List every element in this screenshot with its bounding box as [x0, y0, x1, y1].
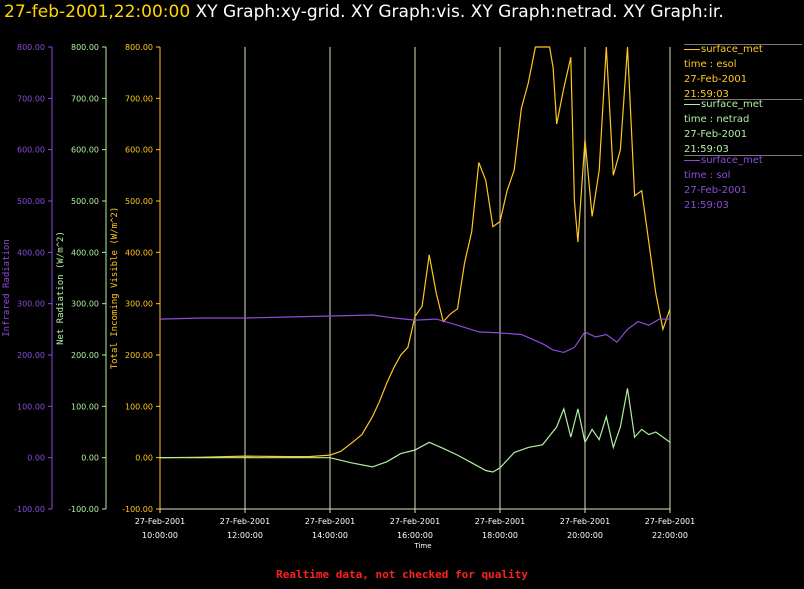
y-axis-label-vis: Total Incoming Visible (W/m^2): [110, 207, 120, 370]
y-tick-label-vis: 700.00: [125, 94, 153, 103]
legend-separator: [684, 44, 802, 45]
x-tick-time: 20:00:00: [567, 531, 603, 540]
legend-variable-text: time : netrad: [684, 114, 750, 125]
y-axes: 800.00 700.00 600.00 500.00 400.00 300.00 200.…: [2, 43, 161, 514]
series-line-ir: [159, 314, 670, 354]
legend-variable: time : sol: [684, 168, 763, 183]
legend-variable-text: time : esol: [684, 59, 737, 70]
x-tick-date: 27-Feb-2001: [305, 517, 355, 526]
y-tick-label-netrad: 100.00: [71, 402, 99, 411]
legend-date: 27-Feb-2001: [684, 183, 763, 198]
legend-separator: [684, 99, 802, 100]
legend-separator: [684, 155, 802, 156]
legend-date: 27-Feb-2001: [684, 72, 763, 87]
series-line-netrad: [160, 388, 671, 473]
y-tick-label-netrad: 0.00: [81, 454, 99, 463]
x-tick-time: 18:00:00: [482, 531, 518, 540]
y-tick-label-ir: 800.00: [17, 43, 45, 52]
series-line-vis: [159, 46, 671, 459]
title-graph-list: XY Graph:xy-grid. XY Graph:vis. XY Graph…: [190, 2, 724, 22]
y-tick-label-ir: 100.00: [17, 402, 45, 411]
x-tick-date: 27-Feb-2001: [390, 517, 440, 526]
x-tick-time: 16:00:00: [397, 531, 433, 540]
legend-name-text: surface_met: [701, 155, 763, 166]
legend-time: 21:59:03: [684, 198, 763, 213]
legend-line-swatch: [684, 103, 700, 105]
legend-time-text: 21:59:03: [684, 89, 729, 100]
y-axis-label-netrad: Net Radiation (W/m^2): [56, 231, 66, 345]
legend-variable-text: time : sol: [684, 170, 731, 181]
y-tick-label-ir: 700.00: [17, 94, 45, 103]
y-tick-label-netrad: 300.00: [71, 300, 99, 309]
data-series: [159, 46, 671, 473]
x-tick-date: 27-Feb-2001: [645, 517, 695, 526]
legend-time: 21:59:03: [684, 142, 763, 157]
legend-name: surface_met: [684, 42, 763, 57]
window-title: 27-feb-2001,22:00:00 XY Graph:xy-grid. X…: [4, 2, 724, 22]
y-tick-label-vis: 400.00: [125, 248, 153, 257]
y-tick-label-vis: 200.00: [125, 351, 153, 360]
legend-variable: time : netrad: [684, 112, 763, 127]
y-tick-label-vis: 100.00: [125, 402, 153, 411]
legend-name: surface_met: [684, 97, 763, 112]
y-tick-label-ir: -100.00: [14, 505, 45, 514]
x-tick-time: 10:00:00: [142, 531, 178, 540]
x-tick-date: 27-Feb-2001: [475, 517, 525, 526]
y-tick-label-vis: 300.00: [125, 300, 153, 309]
y-tick-label-netrad: 500.00: [71, 197, 99, 206]
y-tick-label-vis: 500.00: [125, 197, 153, 206]
legend-time-text: 21:59:03: [684, 144, 729, 155]
y-tick-label-ir: 600.00: [17, 146, 45, 155]
y-tick-label-ir: 0.00: [27, 454, 45, 463]
y-tick-label-netrad: 800.00: [71, 43, 99, 52]
x-tick-date: 27-Feb-2001: [220, 517, 270, 526]
legend-name-text: surface_met: [701, 44, 763, 55]
legend-time: 21:59:03: [684, 87, 763, 102]
y-tick-label-vis: 800.00: [125, 43, 153, 52]
y-tick-label-vis: -100.00: [122, 505, 153, 514]
y-tick-label-ir: 300.00: [17, 300, 45, 309]
legend-date-text: 27-Feb-2001: [684, 185, 748, 196]
y-tick-label-netrad: 400.00: [71, 248, 99, 257]
x-axis: 27-Feb-2001 10:00:00 27-Feb-2001 12:00:00 27…: [135, 508, 695, 550]
y-axis-label-ir: Infrared Radiation: [2, 239, 12, 337]
legend-time-text: 21:59:03: [684, 200, 729, 211]
y-tick-label-netrad: -100.00: [68, 505, 99, 514]
y-tick-label-netrad: 600.00: [71, 146, 99, 155]
x-tick-date: 27-Feb-2001: [560, 517, 610, 526]
y-tick-label-vis: 0.00: [135, 454, 153, 463]
quality-warning: Realtime data, not checked for quality: [276, 568, 528, 581]
x-tick-time: 12:00:00: [227, 531, 263, 540]
y-tick-label-vis: 600.00: [125, 146, 153, 155]
legend-name: surface_met: [684, 153, 763, 168]
x-axis-label: Time: [413, 542, 431, 550]
y-tick-label-ir: 500.00: [17, 197, 45, 206]
x-tick-time: 22:00:00: [652, 531, 688, 540]
legend-line-swatch: [684, 48, 700, 50]
legend-date-text: 27-Feb-2001: [684, 74, 748, 85]
title-timestamp: 27-feb-2001,22:00:00: [4, 2, 191, 22]
y-tick-label-ir: 200.00: [17, 351, 45, 360]
x-tick-date: 27-Feb-2001: [135, 517, 185, 526]
grid-lines: [159, 47, 671, 509]
legend-name-text: surface_met: [701, 99, 763, 110]
legend-date-text: 27-Feb-2001: [684, 129, 748, 140]
legend-variable: time : esol: [684, 57, 763, 72]
y-tick-label-netrad: 200.00: [71, 351, 99, 360]
legend-date: 27-Feb-2001: [684, 127, 763, 142]
y-tick-label-ir: 400.00: [17, 248, 45, 257]
y-tick-label-netrad: 700.00: [71, 94, 99, 103]
legend-line-swatch: [684, 159, 700, 161]
x-tick-time: 14:00:00: [312, 531, 348, 540]
